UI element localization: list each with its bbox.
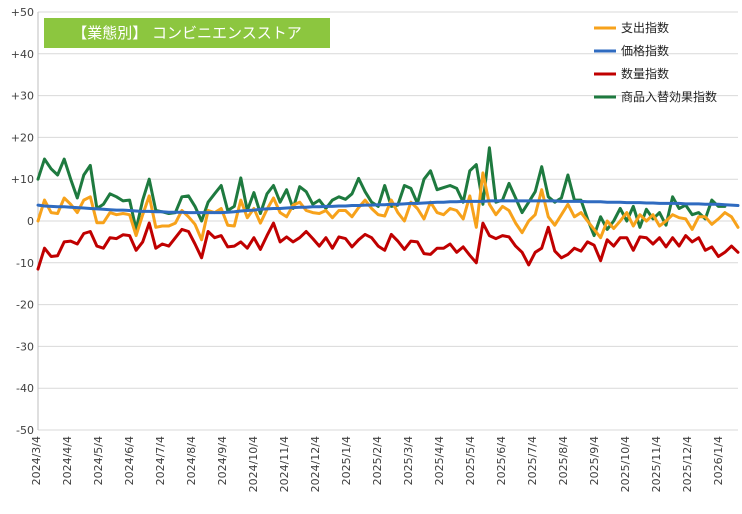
x-tick-label: 2025/10/4	[619, 436, 632, 492]
x-tick-label: 2026/1/4	[712, 436, 725, 485]
x-tick-label: 2024/11/4	[278, 436, 291, 492]
x-tick-label: 2025/3/4	[402, 436, 415, 485]
legend-label: 商品入替効果指数	[621, 89, 717, 104]
chart-title: 【業態別】 コンビニエンスストア	[72, 24, 301, 42]
x-tick-label: 2024/6/4	[123, 436, 136, 485]
y-tick-label: +40	[11, 48, 34, 61]
legend-label: 価格指数	[621, 43, 669, 58]
y-tick-label: +20	[11, 131, 34, 144]
x-tick-label: 2024/9/4	[216, 436, 229, 485]
y-tick-label: -40	[16, 382, 34, 395]
x-tick-label: 2025/5/4	[464, 436, 477, 485]
x-tick-label: 2024/12/4	[309, 436, 322, 492]
x-tick-label: 2025/4/4	[433, 436, 446, 485]
x-tick-label: 2025/8/4	[557, 436, 570, 485]
x-tick-label: 2025/9/4	[588, 436, 601, 485]
legend-label: 数量指数	[621, 66, 669, 81]
series-line-2	[36, 221, 740, 271]
legend-item: 価格指数	[594, 43, 669, 58]
y-tick-label: -20	[16, 299, 34, 312]
legend-item: 商品入替効果指数	[594, 89, 717, 104]
x-tick-label: 2024/10/4	[247, 436, 260, 492]
x-tick-label: 2025/11/4	[650, 436, 663, 492]
x-tick-label: 2025/7/4	[526, 436, 539, 485]
legend-item: 数量指数	[594, 66, 669, 81]
x-tick-label: 2025/12/4	[681, 436, 694, 492]
x-tick-label: 2024/8/4	[185, 436, 198, 485]
y-tick-label: 0	[27, 215, 34, 228]
x-tick-label: 2024/4/4	[61, 436, 74, 485]
y-tick-label: +10	[11, 173, 34, 186]
series-line-1	[36, 199, 740, 215]
series-lines	[36, 146, 740, 271]
y-tick-label: +50	[11, 6, 34, 19]
x-tick-label: 2024/3/4	[30, 436, 43, 485]
y-tick-label: -10	[16, 257, 34, 270]
chart-title-box: 【業態別】 コンビニエンスストア	[44, 18, 330, 48]
x-tick-label: 2025/1/4	[340, 436, 353, 485]
x-tick-label: 2024/7/4	[154, 436, 167, 485]
y-tick-label: +30	[11, 90, 34, 103]
y-tick-label: -30	[16, 340, 34, 353]
x-tick-label: 2025/6/4	[495, 436, 508, 485]
x-tick-label: 2024/5/4	[92, 436, 105, 485]
legend-item: 支出指数	[594, 20, 669, 35]
y-tick-label: -50	[16, 424, 34, 437]
x-tick-label: 2025/2/4	[371, 436, 384, 485]
chart-title-background	[44, 18, 330, 48]
legend-label: 支出指数	[621, 20, 669, 35]
x-axis: 2024/3/4 2024/4/4 2024/5/4 2024/6/4 2024/7/4…	[30, 436, 725, 492]
y-axis: +50 +40 +30 +20 +10 0 -10 -20 -30 -40 -50	[11, 6, 39, 437]
series-line-0	[36, 171, 740, 242]
